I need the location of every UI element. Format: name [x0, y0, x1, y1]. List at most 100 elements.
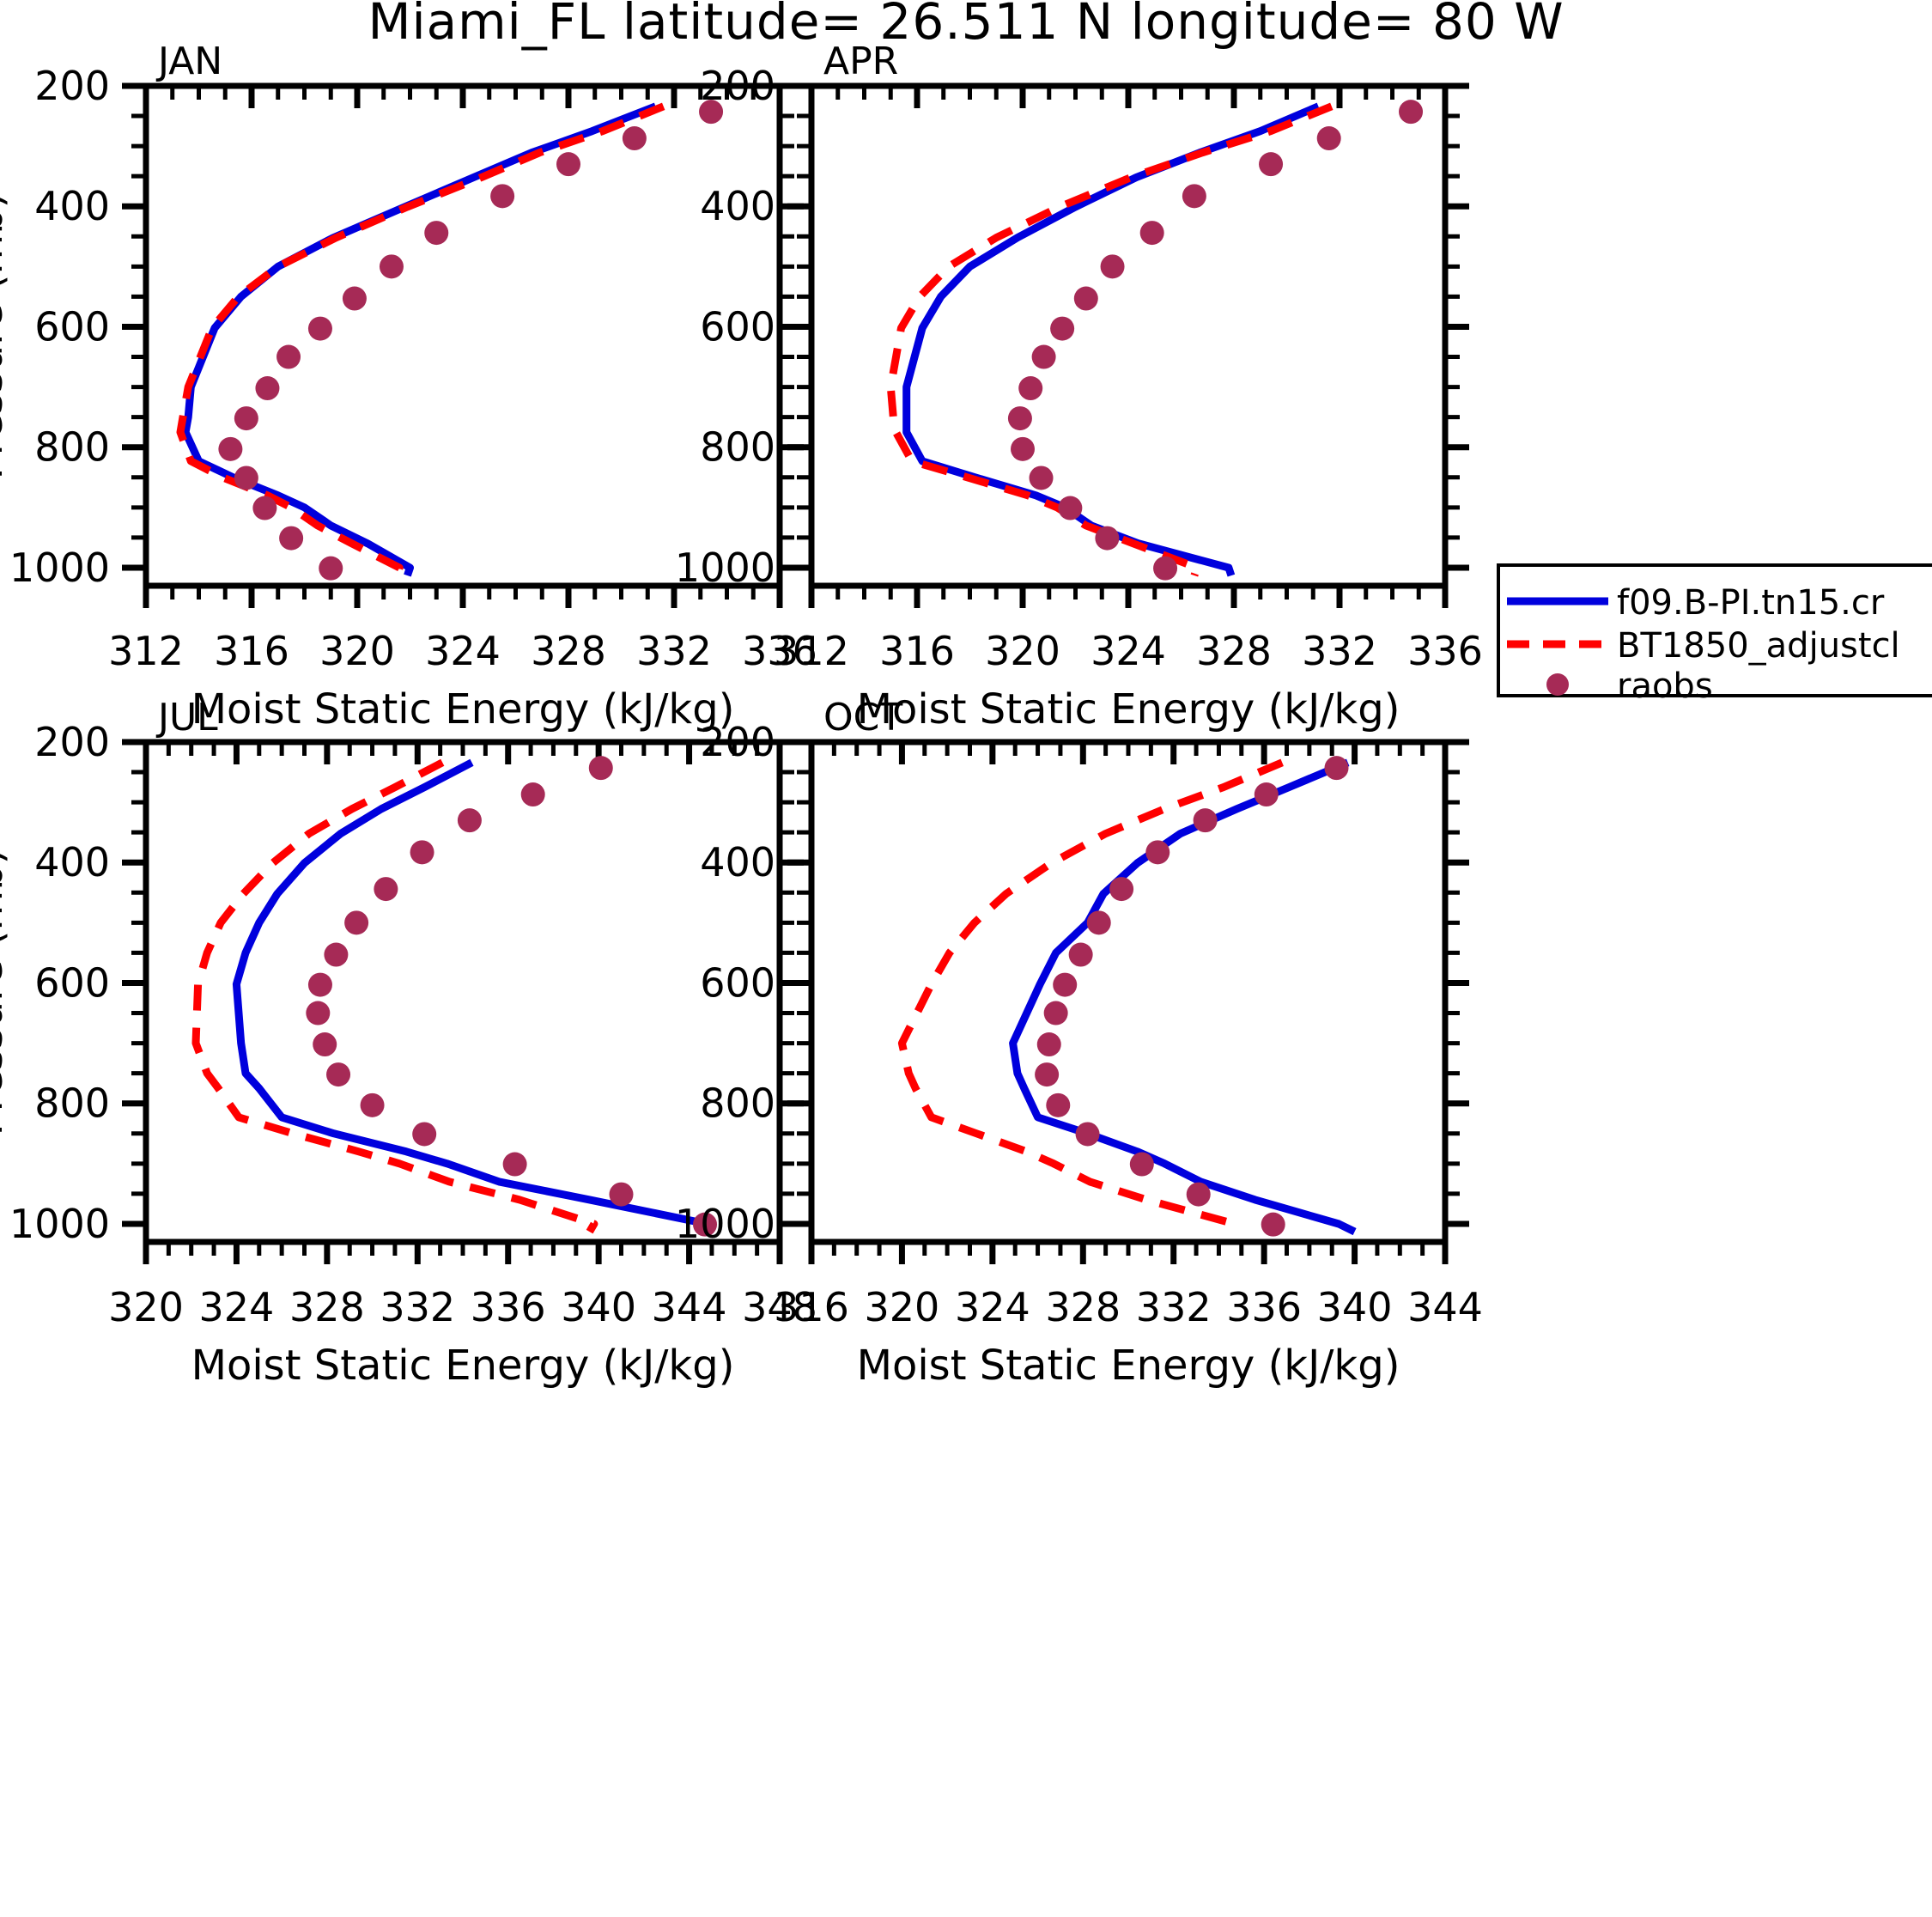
raobs-marker — [410, 840, 434, 865]
xtick-label: 332 — [1136, 1284, 1212, 1330]
raobs-marker — [490, 184, 515, 209]
raobs-marker — [1139, 221, 1164, 246]
ytick-label: 1000 — [675, 1201, 775, 1247]
raobs-marker — [520, 782, 545, 807]
panel-title: APR — [823, 40, 898, 83]
xtick-label: 324 — [1091, 628, 1166, 674]
ytick-label: 200 — [700, 719, 775, 765]
xtick-label: 340 — [561, 1284, 636, 1330]
raobs-marker — [1007, 406, 1032, 431]
raobs-marker — [699, 100, 724, 125]
raobs-marker — [1043, 1001, 1068, 1025]
xtick-label: 328 — [1045, 1284, 1121, 1330]
raobs-marker — [424, 221, 449, 246]
raobs-marker — [1324, 756, 1349, 781]
xtick-label: 316 — [214, 628, 289, 674]
panel-title: JAN — [155, 40, 222, 83]
raobs-marker — [1259, 152, 1284, 177]
ytick-label: 800 — [34, 424, 110, 471]
raobs-marker — [1050, 316, 1075, 341]
legend-label-2: raobs — [1617, 666, 1713, 706]
xtick-label: 328 — [289, 1284, 365, 1330]
raobs-marker — [324, 942, 349, 967]
series-line-solid — [1009, 758, 1357, 1236]
ytick-label: 400 — [700, 183, 775, 229]
raobs-marker — [1086, 910, 1111, 935]
y-axis-label: Pressure (mb) — [0, 192, 12, 480]
raobs-marker — [379, 254, 404, 279]
xtick-label: 332 — [1302, 628, 1377, 674]
raobs-marker — [326, 1062, 351, 1087]
legend-swatch-marker — [1546, 673, 1569, 696]
series-line-dashed — [191, 758, 598, 1234]
panel-apr: 312 316 320 324 328 332 336 200 400 600 800 1000 APR… — [675, 40, 1483, 733]
xtick-label: 344 — [652, 1284, 727, 1330]
raobs-marker — [319, 556, 343, 581]
panel-jul: 320 324 328 332 336 340 344 348 200 400 600 800 1000… — [0, 696, 817, 1390]
raobs-marker — [1073, 286, 1098, 311]
xtick-label: 340 — [1317, 1284, 1393, 1330]
raobs-marker — [234, 466, 258, 490]
raobs-marker — [306, 1001, 331, 1025]
raobs-marker — [609, 1182, 634, 1207]
xtick-label: 344 — [1407, 1284, 1483, 1330]
raobs-marker — [1254, 782, 1279, 807]
raobs-marker — [218, 436, 243, 461]
xtick-label: 324 — [199, 1284, 275, 1330]
legend-label-1: BT1850_adjustcl — [1617, 626, 1900, 666]
xtick-label: 332 — [636, 628, 712, 674]
raobs-marker — [279, 526, 304, 551]
ytick-label: 200 — [700, 63, 775, 109]
raobs-marker — [556, 152, 580, 177]
raobs-marker — [360, 1092, 385, 1117]
ytick-label: 200 — [34, 63, 110, 109]
raobs-marker — [1095, 526, 1120, 551]
raobs-marker — [374, 877, 398, 902]
xtick-label: 336 — [1226, 1284, 1302, 1330]
x-axis-label: Moist Static Energy (kJ/kg) — [191, 1342, 735, 1390]
raobs-marker — [313, 1032, 337, 1057]
raobs-marker — [1100, 254, 1125, 279]
raobs-marker — [307, 972, 332, 997]
xtick-label: 320 — [108, 1284, 184, 1330]
series-line-dashed — [176, 102, 665, 577]
data-layer — [886, 100, 1424, 581]
raobs-marker — [276, 344, 301, 369]
raobs-marker — [255, 376, 280, 401]
panel-title: OCT — [823, 696, 902, 739]
xtick-label: 320 — [865, 1284, 940, 1330]
series-line-solid — [232, 758, 712, 1232]
ytick-label: 600 — [34, 959, 110, 1006]
ytick-label: 800 — [700, 1080, 775, 1127]
raobs-marker — [1153, 556, 1178, 581]
ytick-label: 800 — [700, 424, 775, 471]
xtick-label: 336 — [1407, 628, 1483, 674]
ytick-label: 1000 — [9, 545, 110, 591]
raobs-marker — [588, 756, 613, 781]
raobs-marker — [1316, 126, 1341, 151]
raobs-marker — [1182, 184, 1206, 209]
raobs-marker — [693, 1212, 718, 1237]
xtick-label: 348 — [742, 1284, 817, 1330]
xtick-label: 316 — [774, 1284, 849, 1330]
xtick-label: 320 — [319, 628, 395, 674]
ytick-label: 1000 — [675, 545, 775, 591]
xtick-label: 332 — [380, 1284, 455, 1330]
ytick-label: 400 — [700, 839, 775, 885]
ytick-label: 600 — [700, 959, 775, 1006]
panel-group: 312 316 320 324 328 332 336 200 400 600 800 1000 JAN… — [0, 40, 1483, 1390]
panel-title: JUL — [155, 696, 218, 739]
raobs-marker — [1075, 1122, 1100, 1147]
legend-frame — [1497, 563, 1932, 697]
raobs-marker — [1053, 972, 1078, 997]
raobs-marker — [1193, 808, 1218, 833]
raobs-marker — [1058, 496, 1083, 520]
data-layer — [176, 100, 724, 581]
x-axis-label: Moist Static Energy (kJ/kg) — [191, 685, 735, 733]
xtick-label: 336 — [471, 1284, 546, 1330]
raobs-marker — [1031, 344, 1056, 369]
ytick-label: 400 — [34, 839, 110, 885]
